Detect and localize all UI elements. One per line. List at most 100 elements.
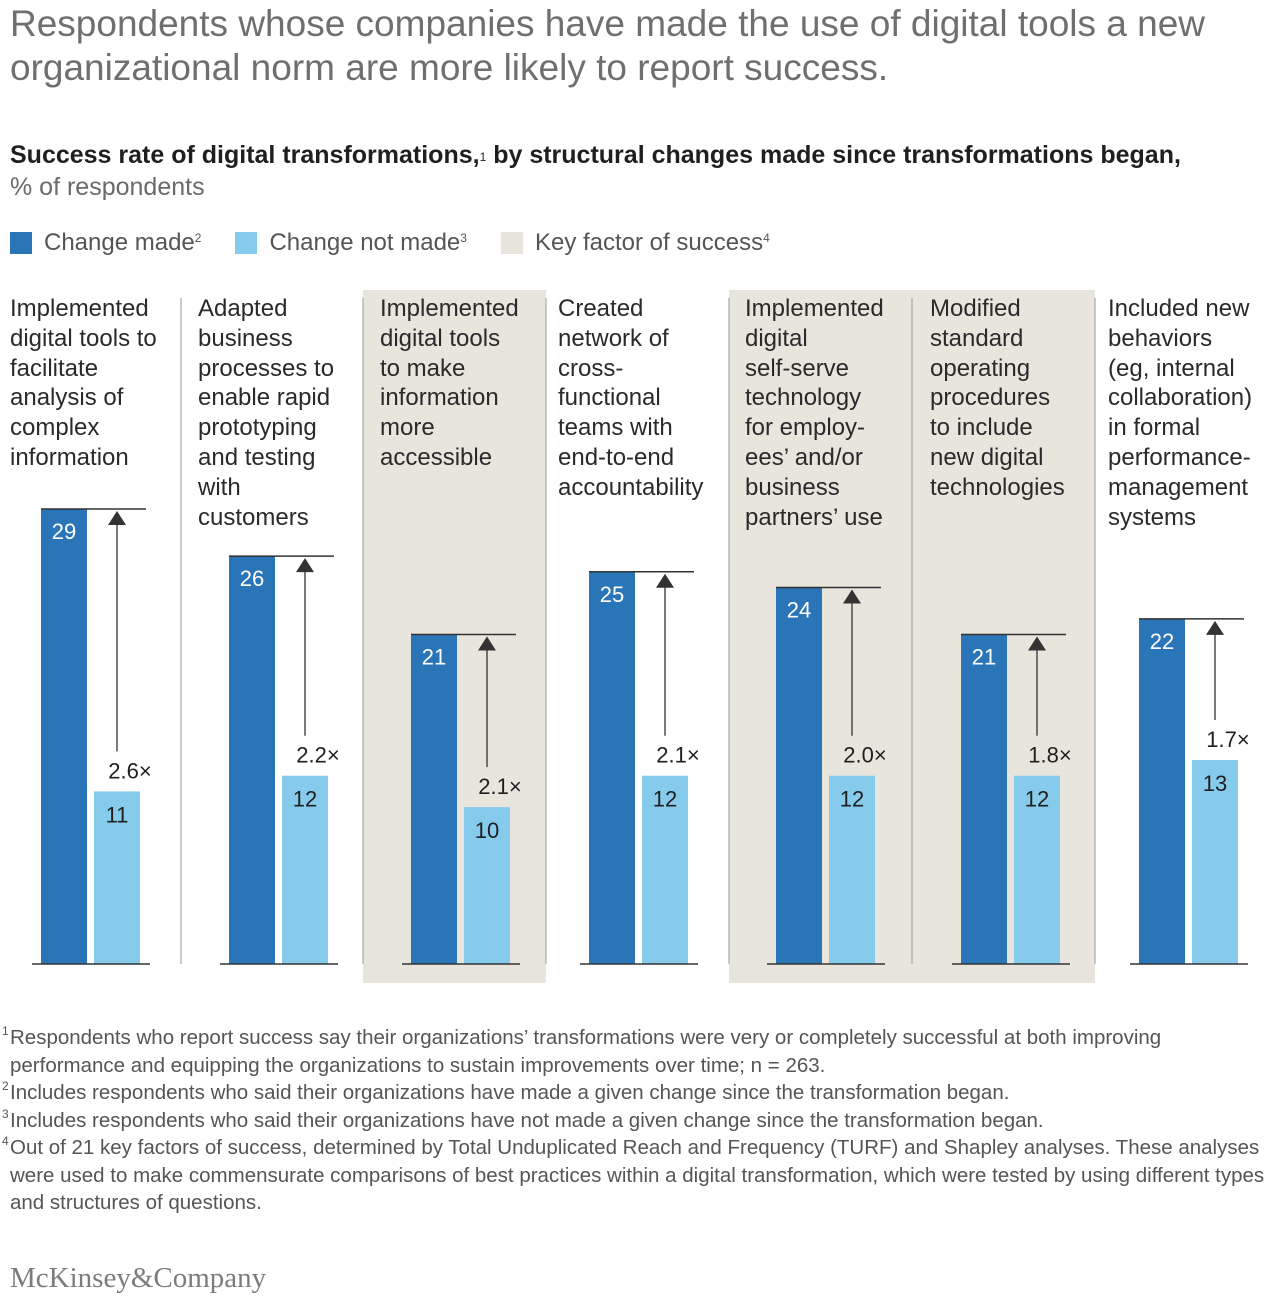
bar-value-label: 12 xyxy=(1025,787,1049,812)
category-label-line: complex xyxy=(10,414,100,442)
category-label: Created network of cross-functional teams w… xyxy=(558,294,703,503)
multiplier-label: 2.2× xyxy=(296,743,339,768)
multiplier-label: 2.6× xyxy=(108,758,151,783)
arrow-head xyxy=(1206,620,1224,635)
category-label-line: in formal xyxy=(1108,414,1201,442)
subtitle-footnote-mark: 1 xyxy=(479,150,487,164)
category-label: Included new behaviors (eg, internal collab… xyxy=(1108,294,1252,532)
category-label-line: ees’ and/or xyxy=(745,443,863,471)
legend-label: Change made2 xyxy=(44,229,202,256)
arrow-head xyxy=(478,636,496,651)
category-label-line: technologies xyxy=(930,473,1065,501)
legend-item-change-not-made: Change not made3 xyxy=(235,229,467,257)
legend-label: Key factor of success4 xyxy=(534,229,770,256)
legend-label: Change not made3 xyxy=(269,229,467,256)
category-label-line: to make xyxy=(380,354,466,382)
category-label: Implemented digital self-serve technology fo… xyxy=(745,294,884,532)
bar-value-label: 12 xyxy=(840,787,864,812)
brand-logo: McKinsey&Company xyxy=(10,1262,267,1294)
category-label-line: digital xyxy=(745,324,808,352)
bar-change-not-made xyxy=(94,791,140,964)
bar-value-label: 10 xyxy=(475,818,499,843)
footnote-3: 3 Includes respondents who said their org… xyxy=(2,1107,1275,1135)
chart-units: % of respondents xyxy=(10,173,205,201)
footnote-mark: 1 xyxy=(2,1024,9,1038)
category-label-line: self-serve xyxy=(745,354,850,382)
category-label-line: digital tools to xyxy=(10,324,157,352)
bar-change-not-made xyxy=(1192,760,1238,964)
multiplier-label: 1.8× xyxy=(1028,743,1071,768)
category-label-line: more xyxy=(380,414,435,442)
arrow-head xyxy=(1028,636,1046,651)
category-label-line: systems xyxy=(1108,503,1197,531)
bar-change-not-made xyxy=(1014,775,1060,964)
category-label-line: collaboration) xyxy=(1108,384,1253,412)
bar-change-made xyxy=(776,587,822,964)
category-label-line: management xyxy=(1108,473,1249,501)
category-label: Implemented digital tools to make informati… xyxy=(380,294,519,473)
category-label-line: prototyping xyxy=(198,414,317,442)
bar-change-not-made xyxy=(642,775,688,964)
bar-change-made xyxy=(411,634,457,964)
footnote-4: 4 Out of 21 key factors of success, deter… xyxy=(2,1134,1275,1217)
category-label-line: to include xyxy=(930,414,1033,442)
footnote-2: 2 Includes respondents who said their org… xyxy=(2,1079,1275,1107)
footnote-mark: 2 xyxy=(2,1079,9,1093)
category-label-line: facilitate xyxy=(10,354,99,382)
bar-value-label: 22 xyxy=(1150,629,1174,654)
category-label-line: analysis of xyxy=(10,384,124,412)
category-label-line: accessible xyxy=(380,443,493,471)
bar-change-made xyxy=(41,509,87,964)
multiplier-label: 2.1× xyxy=(656,743,699,768)
category-label-line: Implemented xyxy=(10,295,149,322)
category-label-line: information xyxy=(380,384,499,412)
category-label-line: digital tools xyxy=(380,324,501,352)
category-label-line: procedures xyxy=(930,384,1051,412)
bar-change-made xyxy=(961,634,1007,964)
category-label-line: technology xyxy=(745,384,862,412)
bar-value-label: 24 xyxy=(787,597,811,622)
legend-item-key-factor: Key factor of success4 xyxy=(500,229,770,257)
footnote-mark: 4 xyxy=(2,1134,9,1148)
arrow-head xyxy=(108,511,126,525)
category-label-line: customers xyxy=(198,503,309,531)
bar-change-made xyxy=(229,556,275,964)
bar-change-not-made xyxy=(464,807,510,964)
bar-value-label: 13 xyxy=(1203,771,1227,796)
arrow-head xyxy=(296,558,314,573)
category-label-line: Implemented xyxy=(745,295,884,322)
multiplier-label: 2.0× xyxy=(843,743,886,768)
category-label-line: enable rapid xyxy=(198,384,331,412)
category-label-line: standard xyxy=(930,324,1024,352)
bar-change-not-made xyxy=(282,775,328,964)
bar-value-label: 21 xyxy=(422,645,446,670)
category-label-line: for employ- xyxy=(745,414,866,442)
bar-value-label: 12 xyxy=(653,787,677,812)
footnotes: 1 Respondents who report success say thei… xyxy=(2,1024,1275,1217)
category-label-line: Included new xyxy=(1108,295,1250,322)
category-label-line: operating xyxy=(930,354,1031,382)
chart-subtitle: Success rate of digital transformations,… xyxy=(10,140,1280,171)
category-label-line: Created xyxy=(558,295,644,322)
bar-value-label: 26 xyxy=(240,566,264,591)
category-label-line: business xyxy=(745,473,840,501)
category-label-line: new digital xyxy=(930,443,1044,471)
category-label-line: information xyxy=(10,443,129,471)
bar-change-made xyxy=(1139,618,1185,964)
subtitle-text: Success rate of digital transformations, xyxy=(10,141,480,169)
bar-value-label: 12 xyxy=(293,787,317,812)
multiplier-label: 1.7× xyxy=(1206,727,1249,752)
multiplier-label: 2.1× xyxy=(478,774,521,799)
subtitle-text-rest: by structural changes made since transfo… xyxy=(486,141,1181,169)
legend-swatch-key-factor xyxy=(500,232,523,254)
category-label-line: teams with xyxy=(558,414,673,442)
category-label-line: Modified xyxy=(930,295,1021,322)
legend: Change made2 Change not made3 Key factor… xyxy=(10,228,804,258)
category-label-line: Adapted xyxy=(198,295,288,322)
category-label-line: business xyxy=(198,324,293,352)
arrow-head xyxy=(843,589,861,604)
legend-swatch-change-not-made xyxy=(235,232,258,254)
bar-value-label: 29 xyxy=(52,519,76,544)
category-label: Adapted business processes to enable rapid p… xyxy=(198,294,334,532)
category-label-line: functional xyxy=(558,384,661,412)
